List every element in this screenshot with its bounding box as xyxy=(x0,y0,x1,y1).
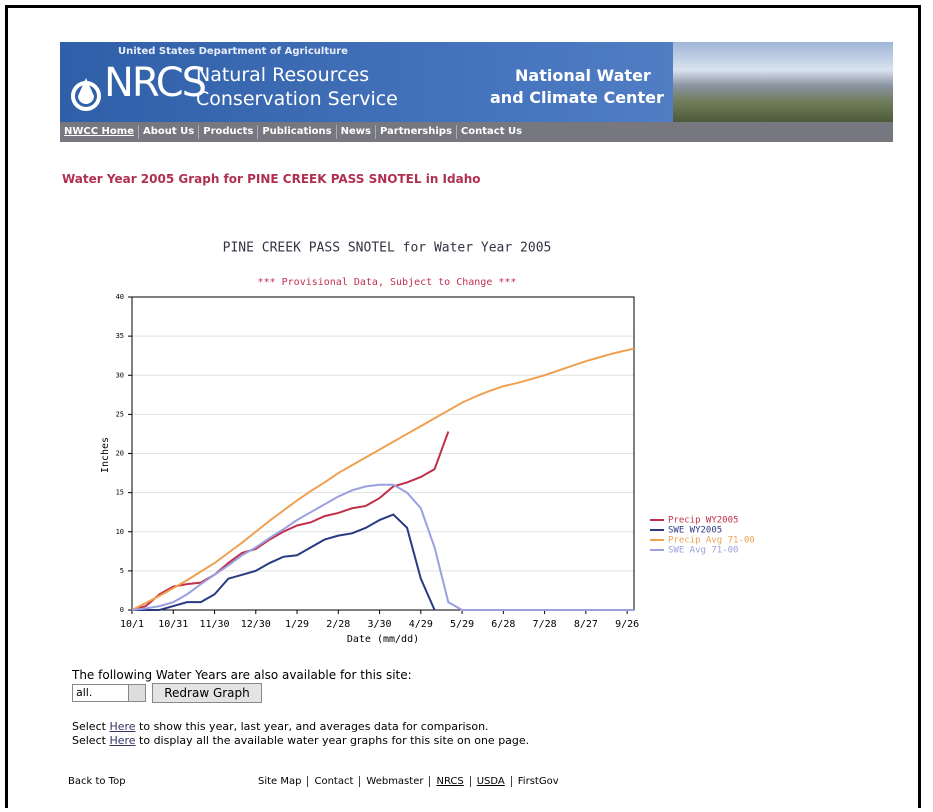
back-to-top[interactable]: Back to Top xyxy=(68,776,126,787)
y-tick-label: 25 xyxy=(116,410,124,418)
legend-label: SWE Avg 71-00 xyxy=(668,546,738,556)
x-tick-label: 10/31 xyxy=(158,619,188,630)
nav-link[interactable]: News xyxy=(337,125,376,139)
x-tick-label: 6/28 xyxy=(491,619,515,630)
y-tick-label: 5 xyxy=(120,567,124,575)
nav-bar: NWCC Home About Us Products Publications… xyxy=(60,122,893,142)
x-tick-label: 12/30 xyxy=(241,619,271,630)
text: to show this year, last year, and averag… xyxy=(136,720,489,733)
nav-link[interactable]: Contact Us xyxy=(457,125,526,139)
x-tick-label: 9/26 xyxy=(615,619,639,630)
link-line: Select Here to display all the available… xyxy=(72,734,529,747)
y-tick-label: 40 xyxy=(116,293,124,301)
footer-link[interactable]: Webmaster xyxy=(359,776,429,787)
series-line xyxy=(132,485,634,610)
y-tick-label: 20 xyxy=(116,450,124,458)
form-prompt: The following Water Years are also avail… xyxy=(72,668,412,682)
x-axis-label: Date (mm/dd) xyxy=(347,634,419,645)
text: to display all the available water year … xyxy=(136,734,530,747)
footer-link[interactable]: NRCS xyxy=(429,776,469,787)
y-axis-label: Inches xyxy=(100,437,111,473)
x-tick-label: 7/28 xyxy=(533,619,557,630)
redraw-button[interactable]: Redraw Graph xyxy=(152,683,262,703)
y-tick-label: 0 xyxy=(120,606,124,614)
y-tick-label: 30 xyxy=(116,371,124,379)
x-tick-label: 11/30 xyxy=(199,619,229,630)
center-name: and Climate Center xyxy=(490,88,664,107)
nav-link[interactable]: Publications xyxy=(258,125,336,139)
x-tick-label: 2/28 xyxy=(326,619,350,630)
org-name: Conservation Service xyxy=(196,88,398,110)
x-tick-label: 8/27 xyxy=(574,619,598,630)
select-arrow xyxy=(128,685,145,701)
org-name: Natural Resources xyxy=(196,64,369,86)
year-select[interactable]: all. xyxy=(72,684,146,702)
logo-text: NRCS xyxy=(104,60,205,106)
link[interactable]: Here xyxy=(109,734,135,747)
footer-links: Site Map Contact Webmaster NRCS USDA Fir… xyxy=(258,776,565,787)
x-tick-label: 5/29 xyxy=(450,619,474,630)
nav-link[interactable]: NWCC Home xyxy=(60,125,139,139)
text: Select xyxy=(72,720,109,733)
select-value: all. xyxy=(76,686,92,699)
nav-link[interactable]: About Us xyxy=(139,125,199,139)
banner: United States Department of Agriculture … xyxy=(60,42,893,122)
link-line: Select Here to show this year, last year… xyxy=(72,720,489,733)
x-tick-label: 1/29 xyxy=(285,619,309,630)
footer-link[interactable]: Site Map xyxy=(258,776,307,787)
x-tick-label: 3/30 xyxy=(368,619,392,630)
footer-link[interactable]: Contact xyxy=(307,776,359,787)
nav-link[interactable]: Products xyxy=(199,125,258,139)
center-name: National Water xyxy=(515,66,651,85)
y-tick-label: 15 xyxy=(116,489,124,497)
legend-label: Precip Avg 71-00 xyxy=(668,536,755,546)
text: Select xyxy=(72,734,109,747)
legend-label: Precip WY2005 xyxy=(668,516,738,526)
chart-subtitle: *** Provisional Data, Subject to Change … xyxy=(258,277,517,288)
chart-title: PINE CREEK PASS SNOTEL for Water Year 20… xyxy=(223,241,552,256)
y-tick-label: 10 xyxy=(116,528,124,536)
legend-label: SWE WY2005 xyxy=(668,526,722,536)
page: United States Department of Agriculture … xyxy=(0,0,933,812)
page-heading: Water Year 2005 Graph for PINE CREEK PAS… xyxy=(62,172,480,186)
footer-link[interactable]: FirstGov xyxy=(511,776,565,787)
x-tick-label: 10/1 xyxy=(120,619,144,630)
footer-link[interactable]: USDA xyxy=(470,776,511,787)
y-tick-label: 35 xyxy=(116,332,124,340)
banner-photo xyxy=(673,42,893,122)
agency: United States Department of Agriculture xyxy=(118,46,348,57)
logo-drop xyxy=(68,72,108,112)
link[interactable]: Here xyxy=(109,720,135,733)
x-tick-label: 4/29 xyxy=(409,619,433,630)
chart: PINE CREEK PASS SNOTEL for Water Year 20… xyxy=(60,225,920,655)
nav-link[interactable]: Partnerships xyxy=(376,125,457,139)
